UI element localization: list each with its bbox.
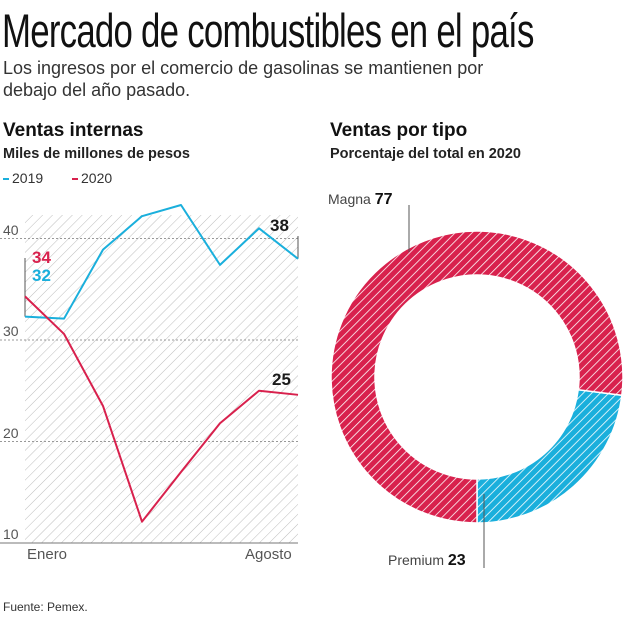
plot-background	[25, 215, 298, 543]
x-tick-enero: Enero	[27, 546, 68, 563]
x-tick-agosto: Agosto	[245, 546, 292, 563]
label-2019-end: 38	[270, 216, 289, 235]
page-title: Mercado de combustibles en el país	[2, 4, 534, 57]
line-chart	[0, 204, 299, 544]
label-premium: Premium 23	[388, 552, 466, 570]
legend-label-2019: 2019	[12, 170, 44, 186]
label-magna-name: Magna	[328, 191, 371, 207]
donut-chart-title: Ventas por tipo	[330, 120, 468, 141]
line-chart-title: Ventas internas	[3, 120, 144, 141]
label-2020-start: 34	[32, 248, 51, 267]
y-tick-10: 10	[3, 526, 19, 542]
label-2019-start: 32	[32, 266, 51, 285]
page-subtitle: Los ingresos por el comercio de gasolina…	[3, 58, 484, 100]
y-tick-20: 20	[3, 425, 19, 441]
y-tick-40: 40	[3, 222, 19, 238]
series-line-2019	[24, 204, 299, 320]
legend-label-2020: 2020	[81, 170, 113, 186]
label-premium-name: Premium	[388, 552, 445, 568]
donut-chart-subtitle: Porcentaje del total en 2020	[330, 146, 521, 162]
line-chart-subtitle: Miles de millones de pesos	[3, 146, 190, 162]
label-premium-value: 23	[447, 552, 466, 569]
donut-chart	[330, 205, 624, 568]
slice-premium	[476, 388, 623, 524]
legend-2019: 2019	[3, 170, 43, 186]
label-magna: Magna 77	[328, 191, 393, 209]
legend-swatch-2019	[3, 178, 9, 181]
slice-magna	[330, 230, 624, 524]
legend-2020: 2020	[72, 170, 112, 186]
y-tick-30: 30	[3, 323, 19, 339]
source-note: Fuente: Pemex.	[3, 600, 88, 614]
label-magna-value: 77	[374, 191, 393, 208]
legend-swatch-2020	[72, 178, 78, 181]
label-2020-end: 25	[272, 370, 291, 389]
series-line-2020	[24, 295, 299, 523]
